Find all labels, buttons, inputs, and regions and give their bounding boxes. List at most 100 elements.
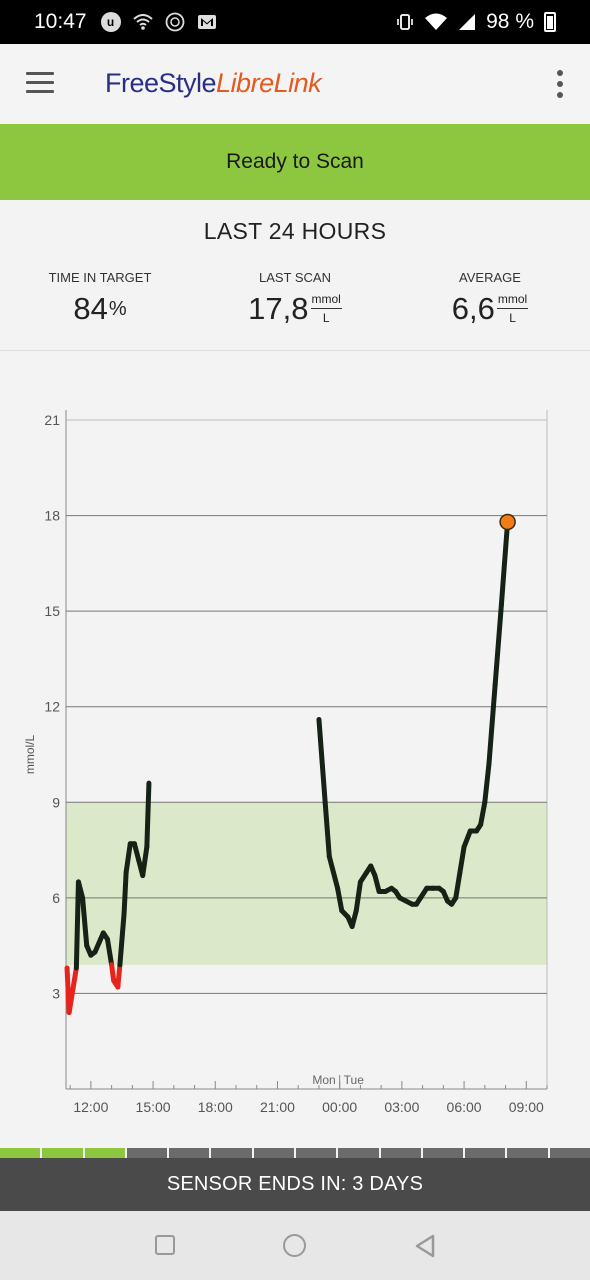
logo-librelink: LibreLink: [216, 68, 322, 98]
glucose-line-segment: [140, 844, 150, 879]
glucose-line-low-segment: [66, 965, 79, 1016]
x-tick-label: 00:00: [322, 1099, 357, 1115]
glucose-line-segment: [478, 799, 488, 828]
day-label-mon: Mon: [312, 1073, 335, 1087]
average-label: AVERAGE: [459, 270, 521, 285]
sensor-life-indicator: [0, 1148, 590, 1158]
gmail-icon: [197, 15, 216, 29]
x-tick-label: 15:00: [136, 1099, 171, 1115]
y-axis-label: mmol/L: [23, 735, 37, 775]
glucose-line-segment: [492, 602, 504, 687]
x-tick-label: 06:00: [447, 1099, 482, 1115]
glucose-line-segment: [457, 844, 467, 875]
glucose-line-segment: [353, 879, 363, 914]
x-tick-label: 21:00: [260, 1099, 295, 1115]
sensor-life-segment: [126, 1148, 168, 1158]
wifi-icon: [132, 14, 153, 30]
sensor-life-segment: [338, 1148, 379, 1158]
last-scan-unit: mmol L: [310, 292, 342, 325]
ready-to-scan-banner[interactable]: Ready to Scan: [0, 124, 590, 200]
back-icon[interactable]: [414, 1234, 436, 1258]
u-circle-icon: u: [100, 12, 121, 32]
home-icon[interactable]: [283, 1234, 306, 1257]
y-tick-label: 21: [44, 412, 60, 428]
last-scan-stat: LAST SCAN 17,8 mmol L: [200, 270, 390, 327]
sensor-life-segment: [465, 1148, 506, 1158]
sensor-life-segment: [549, 1148, 590, 1158]
sensor-life-segment: [507, 1148, 548, 1158]
y-tick-label: 3: [52, 985, 60, 1001]
battery-icon: [544, 12, 556, 32]
day-label-tue: Tue: [344, 1073, 365, 1087]
glucose-line-segment: [104, 936, 115, 968]
signal-icon: [459, 14, 476, 30]
sensor-life-segment: [253, 1148, 294, 1158]
recents-icon[interactable]: [155, 1235, 175, 1255]
glucose-line-segment: [349, 908, 359, 930]
average-stat: AVERAGE 6,6 mmol L: [395, 270, 585, 327]
sensor-life-segment: [380, 1148, 421, 1158]
x-tick-label: 09:00: [509, 1099, 544, 1115]
glucose-line-segment: [322, 799, 332, 859]
last-scan-value: 17,8: [248, 291, 309, 326]
sensor-life-segment: [0, 1148, 41, 1158]
sensor-life-segment: [84, 1148, 125, 1158]
glucose-line-segment: [75, 879, 86, 901]
glucose-line-segment: [326, 853, 341, 891]
average-value: 6,6: [451, 291, 495, 326]
time-in-target-label: TIME IN TARGET: [48, 270, 152, 285]
status-bar: 10:47 u 98 %: [0, 0, 590, 44]
sensor-life-segment: [169, 1148, 210, 1158]
x-tick-label: 12:00: [73, 1099, 108, 1115]
globe-icon: [165, 12, 184, 32]
x-tick-label: 03:00: [384, 1099, 419, 1115]
sensor-status-bar: SENSOR ENDS IN: 3 DAYS: [0, 1158, 590, 1211]
battery-percent: 98 %: [486, 10, 534, 33]
glucose-line-segment: [123, 841, 133, 875]
glucose-line-segment: [316, 716, 328, 805]
y-tick-label: 15: [44, 603, 60, 619]
menu-icon[interactable]: [26, 72, 54, 94]
y-tick-label: 18: [44, 508, 60, 524]
y-tick-label: 6: [52, 890, 60, 906]
status-time: 10:47: [34, 10, 87, 33]
vibrate-icon: [397, 14, 413, 30]
target-range-band: [66, 802, 547, 965]
glucose-line-segment: [144, 780, 152, 850]
sensor-life-segment: [295, 1148, 337, 1158]
logo-freestyle: FreeStyle: [105, 68, 217, 98]
sensor-life-segment: [211, 1148, 252, 1158]
glucose-line-segment: [80, 895, 90, 949]
sensor-life-segment: [42, 1148, 83, 1158]
glucose-line-segment: [453, 869, 463, 901]
sensor-life-segment: [422, 1148, 464, 1158]
x-tick-label: 18:00: [198, 1099, 233, 1115]
summary-panel: LAST 24 HOURS TIME IN TARGET 84% LAST SC…: [0, 200, 590, 351]
ready-to-scan-label: Ready to Scan: [226, 150, 364, 173]
last-scan-label: LAST SCAN: [258, 270, 331, 285]
app-bar: FreeStyleLibreLink: [0, 44, 590, 125]
glucose-line-segment: [335, 885, 345, 914]
glucose-line-segment: [486, 681, 498, 767]
time-in-target-unit: %: [108, 297, 127, 320]
glucose-line-low-segment: [109, 962, 117, 984]
summary-title: LAST 24 HOURS: [203, 218, 387, 244]
glucose-chart: 3 6 9 12 15 18 21 mmol/L 12:00 15:00 18:00 21:00 00:…: [23, 410, 548, 1115]
glucose-line-segment: [498, 519, 511, 608]
glucose-line-low-segment: [115, 962, 123, 990]
wifi-signal-icon: [425, 13, 448, 30]
system-nav-bar: [0, 1211, 590, 1280]
glucose-line-segment: [117, 911, 127, 968]
sensor-ends-label: SENSOR ENDS IN: 3 DAYS: [166, 1173, 424, 1195]
glucose-line-segment: [461, 828, 473, 850]
average-unit: mmol L: [496, 292, 529, 325]
y-tick-label: 12: [44, 699, 60, 715]
glucose-line-segment: [73, 879, 81, 971]
glucose-line-segment: [482, 761, 492, 805]
glucose-line-segment: [131, 841, 142, 863]
glucose-line-segment: [121, 869, 129, 917]
more-options-icon[interactable]: [556, 70, 564, 98]
time-in-target-value: 84: [73, 291, 108, 326]
y-tick-label: 9: [52, 794, 60, 810]
time-in-target-stat: TIME IN TARGET 84%: [5, 270, 195, 327]
